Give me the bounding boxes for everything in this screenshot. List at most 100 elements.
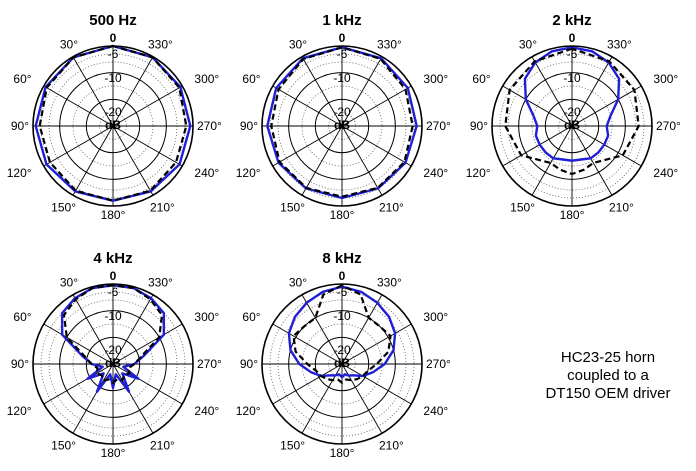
angle-tick-label: 90° xyxy=(11,119,29,133)
chart-title: 4 kHz xyxy=(93,250,132,267)
polar-spoke xyxy=(112,125,154,196)
angle-tick-label: 270° xyxy=(656,119,681,133)
angle-tick-label: 30° xyxy=(289,276,307,290)
angle-tick-label: 150° xyxy=(280,438,305,452)
angle-tick-label: 30° xyxy=(60,38,78,52)
polar-spoke xyxy=(43,363,114,405)
polar-spoke xyxy=(502,85,573,127)
polar-spoke xyxy=(112,85,183,127)
angle-tick-label: 60° xyxy=(472,72,490,86)
angle-tick-label: 330° xyxy=(148,38,173,52)
angle-tick-label: 30° xyxy=(60,276,78,290)
radial-unit-label: dB xyxy=(564,118,580,132)
angle-tick-label: 60° xyxy=(242,310,260,324)
polar-spoke xyxy=(72,125,114,196)
polar-spoke xyxy=(43,125,114,167)
angle-tick-label: 240° xyxy=(194,404,219,418)
angle-tick-label: 330° xyxy=(377,276,402,290)
angle-tick-label: 30° xyxy=(289,38,307,52)
reference-response-curve xyxy=(270,46,414,198)
polar-spoke xyxy=(301,56,343,127)
radial-unit-label: dB xyxy=(334,118,350,132)
angle-tick-label: 210° xyxy=(150,438,175,452)
polar-spoke xyxy=(571,125,642,167)
angle-tick-label: 330° xyxy=(607,38,632,52)
radial-tick-label: -6 xyxy=(337,285,348,299)
angle-tick-label: 0 xyxy=(339,31,346,45)
reference-response-curve xyxy=(62,284,164,384)
radial-tick-label: -10 xyxy=(104,71,122,85)
angle-tick-label: 330° xyxy=(377,38,402,52)
measured-response-curve xyxy=(523,46,621,162)
angle-tick-label: 180° xyxy=(560,208,585,222)
polar-spoke xyxy=(43,85,114,127)
angle-tick-label: 270° xyxy=(197,357,222,371)
angle-tick-label: 300° xyxy=(194,310,219,324)
caption-line-2: coupled to a xyxy=(567,367,649,384)
polar-outer-ring xyxy=(261,283,423,445)
angle-tick-label: 120° xyxy=(7,166,32,180)
polar-spoke xyxy=(272,85,343,127)
caption-line-3: DT150 OEM driver xyxy=(545,385,671,402)
polar-outer-ring xyxy=(32,45,194,207)
polar-outer-ring xyxy=(491,45,653,207)
radial-tick-label: -10 xyxy=(563,71,581,85)
radial-tick-label: -10 xyxy=(333,309,351,323)
polar-spoke xyxy=(272,125,343,167)
reference-response-curve xyxy=(504,47,640,176)
angle-tick-label: 210° xyxy=(379,438,404,452)
polar-spoke xyxy=(112,294,154,365)
angle-tick-label: 0 xyxy=(569,31,576,45)
polar-spoke xyxy=(112,323,183,365)
caption-line-1: HC23-25 horn xyxy=(560,349,656,366)
angle-tick-label: 90° xyxy=(11,357,29,371)
reference-response-curve xyxy=(38,44,188,202)
angle-tick-label: 240° xyxy=(653,166,678,180)
angle-tick-label: 180° xyxy=(330,208,355,222)
radial-tick-label: -6 xyxy=(337,47,348,61)
angle-tick-label: 60° xyxy=(13,72,31,86)
polar-spoke xyxy=(43,323,114,365)
measured-response-curve xyxy=(287,285,397,379)
polar-spoke xyxy=(72,56,114,127)
angle-tick-label: 0 xyxy=(110,269,117,283)
angle-tick-label: 120° xyxy=(236,404,261,418)
measured-response-curve xyxy=(60,284,166,393)
figure-caption: HC23-25 horn coupled to a DT150 OEM driv… xyxy=(528,349,688,403)
polar-spoke xyxy=(112,125,183,167)
polar-spoke xyxy=(502,125,573,167)
radial-tick-label: -6 xyxy=(108,47,119,61)
angle-tick-label: 210° xyxy=(609,200,634,214)
angle-tick-label: 270° xyxy=(426,357,451,371)
polar-spoke xyxy=(112,363,183,405)
polar-spoke xyxy=(571,56,613,127)
polar-spoke xyxy=(301,294,343,365)
chart-title: 500 Hz xyxy=(89,12,137,29)
angle-tick-label: 60° xyxy=(13,310,31,324)
radial-tick-label: -20 xyxy=(104,105,122,119)
polar-spoke xyxy=(112,56,154,127)
polar-spoke xyxy=(272,363,343,405)
polar-spoke xyxy=(341,85,412,127)
angle-tick-label: 180° xyxy=(101,446,126,460)
angle-tick-label: 150° xyxy=(51,200,76,214)
angle-tick-label: 120° xyxy=(7,404,32,418)
polar-spoke xyxy=(571,85,642,127)
polar-spoke xyxy=(341,125,412,167)
angle-tick-label: 30° xyxy=(519,38,537,52)
polar-spoke xyxy=(112,363,154,434)
radial-tick-label: -20 xyxy=(104,343,122,357)
reference-response-curve xyxy=(292,284,392,384)
polar-spoke xyxy=(301,125,343,196)
angle-tick-label: 210° xyxy=(150,200,175,214)
angle-tick-label: 90° xyxy=(240,357,258,371)
angle-tick-label: 180° xyxy=(101,208,126,222)
radial-unit-label: dB xyxy=(334,356,350,370)
chart-title: 1 kHz xyxy=(322,12,361,29)
radial-unit-label: dB xyxy=(105,356,121,370)
polar-spoke xyxy=(72,294,114,365)
angle-tick-label: 300° xyxy=(194,72,219,86)
